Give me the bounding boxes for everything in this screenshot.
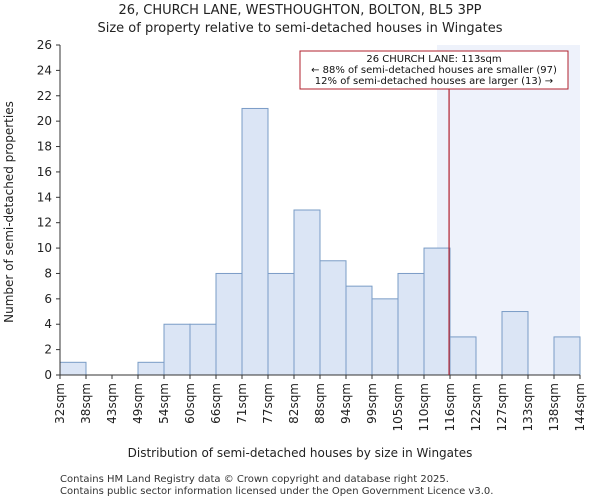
y-tick-label: 18 [37,140,52,154]
bar-94sqm [345,285,373,376]
x-tick-label: 133sqm [521,383,535,431]
chart-subtitle: Size of property relative to semi-detach… [97,21,502,36]
annotation-frame [299,50,569,90]
y-tick-label: 6 [44,292,52,306]
x-tick-label: 105sqm [391,383,405,431]
y-tick-label: 8 [44,266,52,280]
y-tick-label: 0 [44,368,52,382]
x-tick-label: 38sqm [79,383,93,424]
bar-49sqm [137,361,165,376]
x-tick-label: 49sqm [131,383,145,424]
annotation-box: 26 CHURCH LANE: 113sqm ← 88% of semi-det… [299,50,569,90]
x-tick-label: 71sqm [235,383,249,424]
x-tick-label: 110sqm [417,383,431,431]
y-tick-label: 12 [37,216,52,230]
bars-layer [59,107,581,376]
x-tick-label: 127sqm [495,383,509,431]
y-tick-label: 10 [37,241,52,255]
x-tick-label: 60sqm [183,383,197,424]
x-tick-label: 138sqm [547,383,561,431]
x-ticks: 32sqm 38sqm 43sqm 49sqm 54sqm 60sqm 66sqm 71sqm… [53,375,587,431]
x-tick-label: 54sqm [157,383,171,424]
bar-116sqm [449,336,477,376]
x-tick-label: 32sqm [53,383,67,424]
x-tick-label: 122sqm [469,383,483,431]
y-tick-label: 22 [37,89,52,103]
x-tick-label: 82sqm [287,383,301,424]
chart-title: 26, CHURCH LANE, WESTHOUGHTON, BOLTON, B… [118,3,481,18]
footer-line-2: Contains public sector information licen… [60,486,493,497]
x-tick-label: 116sqm [443,383,457,431]
x-axis-label: Distribution of semi-detached houses by … [128,446,473,460]
y-tick-label: 14 [37,190,52,204]
bar-99sqm [371,298,399,376]
bar-32sqm [59,361,87,376]
y-tick-label: 16 [37,165,52,179]
bar-105sqm [397,272,425,376]
y-tick-label: 20 [37,114,52,128]
bar-54sqm [163,323,191,376]
bar-66sqm [215,272,243,376]
bar-77sqm [267,272,295,376]
y-tick-label: 4 [44,317,52,331]
x-tick-label: 99sqm [365,383,379,424]
bar-138sqm [553,336,581,376]
x-tick-label: 144sqm [573,383,587,431]
annotation-line-2: ← 88% of semi-detached houses are smalle… [311,65,557,76]
bar-60sqm [189,323,217,376]
annotation-line-3: 12% of semi-detached houses are larger (… [315,76,553,87]
x-tick-label: 88sqm [313,383,327,424]
bar-127sqm [501,311,529,376]
x-tick-label: 77sqm [261,383,275,424]
annotation-line-1: 26 CHURCH LANE: 113sqm [366,54,501,65]
footer-line-1: Contains HM Land Registry data © Crown c… [60,474,449,485]
bar-71sqm [241,107,269,376]
y-tick-label: 2 [44,343,52,357]
x-tick-label: 43sqm [105,383,119,424]
bar-82sqm [293,209,321,376]
bar-88sqm [319,260,347,376]
x-tick-label: 94sqm [339,383,353,424]
y-tick-label: 26 [37,38,52,52]
y-axis-label: Number of semi-detached properties [2,101,16,323]
y-tick-label: 24 [37,63,52,77]
x-tick-label: 66sqm [209,383,223,424]
bar-110sqm [423,247,451,376]
